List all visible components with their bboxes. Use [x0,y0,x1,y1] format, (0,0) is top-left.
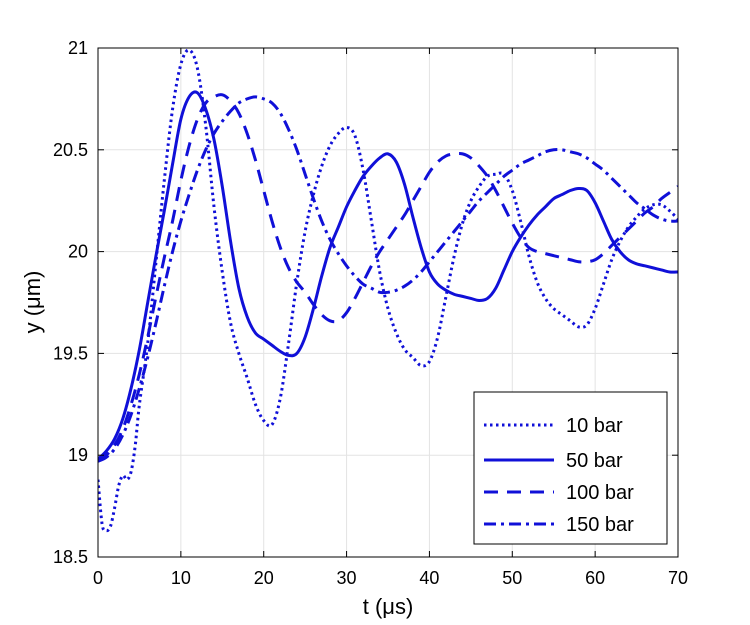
axis-ticks [97,47,679,558]
y-tick-label: 19 [68,445,88,465]
plot-frame [97,47,679,558]
x-tick-label: 20 [254,568,274,588]
y-tick-label: 20.5 [53,140,88,160]
x-tick-labels: 0 10 20 30 40 50 60 70 [93,568,688,588]
x-tick-label: 50 [502,568,522,588]
legend-label-10-bar: 10 bar [566,415,623,437]
x-tick-label: 40 [419,568,439,588]
series-line-50-bar [98,90,678,461]
x-tick-label: 60 [585,568,605,588]
legend-label-100-bar: 100 bar [566,482,634,504]
y-tick-label: 21 [68,38,88,58]
x-tick-label: 0 [93,568,103,588]
legend-label-50-bar: 50 bar [566,450,623,472]
series-group [98,48,678,533]
y-tick-labels: 18.5 19 19.5 20 20.5 21 [53,38,88,567]
y-tick-label: 20 [68,242,88,262]
legend-label-150-bar: 150 bar [566,514,634,536]
y-axis-label: y (μm) [20,271,45,334]
series-line-100-bar [98,93,678,463]
x-tick-label: 70 [668,568,688,588]
legend: 10 bar 50 bar 100 bar 150 bar [473,391,668,545]
x-tick-label: 10 [171,568,191,588]
y-tick-label: 18.5 [53,547,88,567]
x-axis-label: t (μs) [363,594,414,619]
series-line-150-bar [98,95,678,463]
x-tick-label: 30 [337,568,357,588]
legend-box [473,391,668,545]
y-tick-label: 19.5 [53,343,88,363]
